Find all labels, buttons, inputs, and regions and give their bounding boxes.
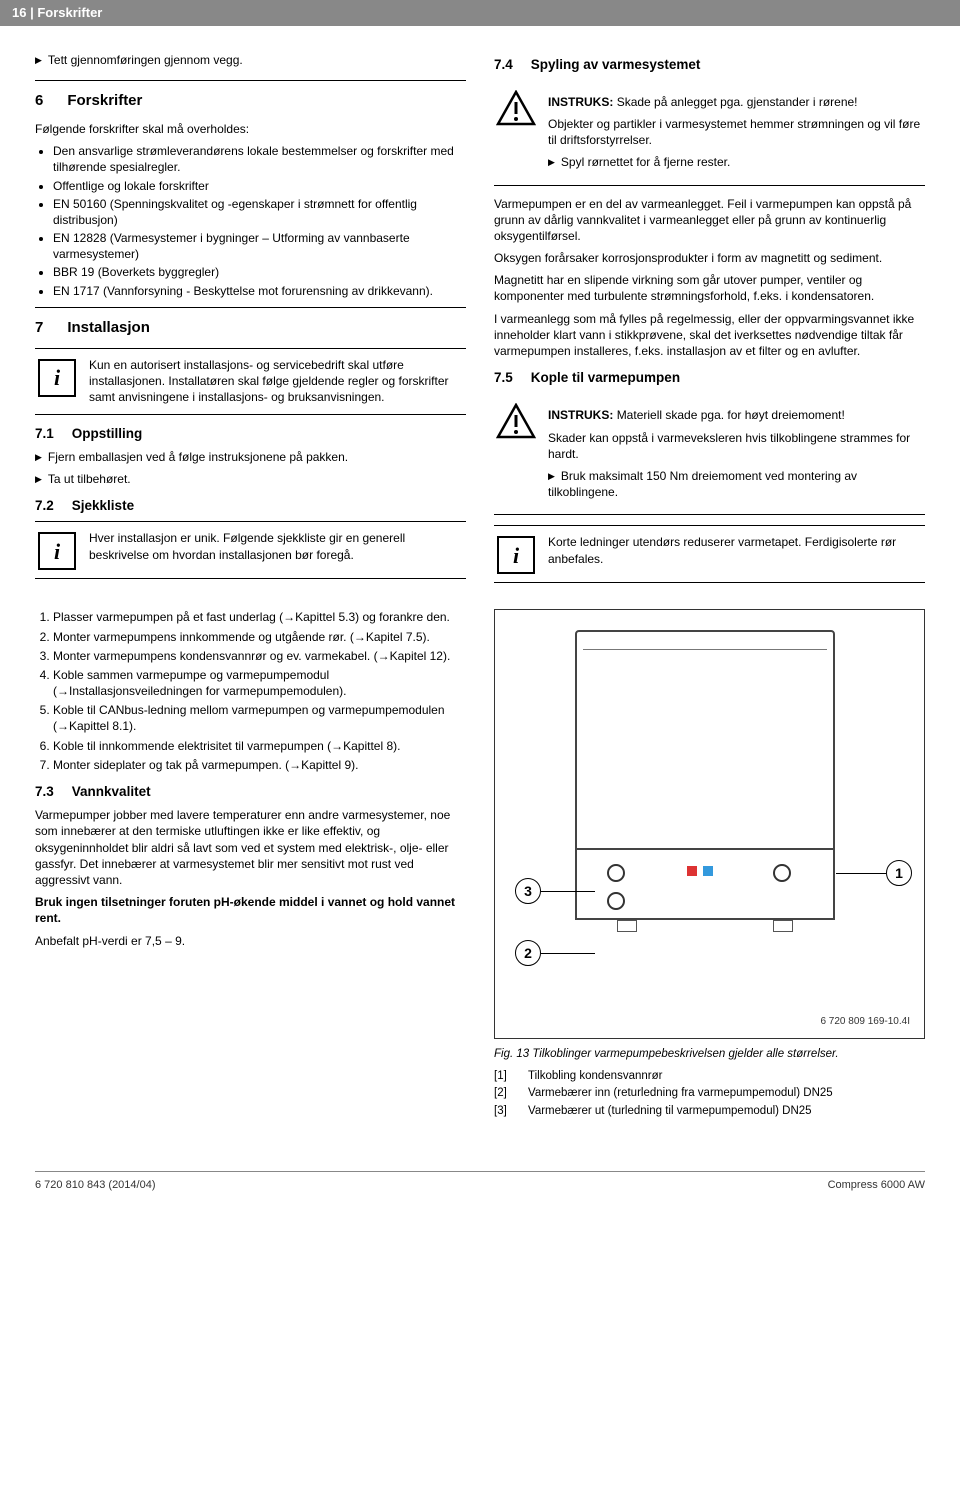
list-item: Monter varmepumpens innkommende og utgåe… bbox=[53, 629, 466, 645]
section-7-2-heading: 7.2 Sjekkliste bbox=[35, 497, 466, 515]
figure-caption: Fig. 13 Tilkoblinger varmepumpebeskrivel… bbox=[494, 1047, 925, 1063]
paragraph: I varmeanlegg som må fylles på regelmess… bbox=[494, 311, 925, 360]
paragraph: Oksygen forårsaker korrosjonsprodukter i… bbox=[494, 250, 925, 266]
warning-action: Bruk maksimalt 150 Nm dreiemoment ved mo… bbox=[548, 468, 925, 500]
section-6-lead: Følgende forskrifter skal må overholdes: bbox=[35, 121, 466, 137]
heatpump-outline bbox=[575, 630, 835, 920]
section-7-4-heading: 7.4 Spyling av varmesystemet bbox=[494, 56, 925, 74]
paragraph: Anbefalt pH-verdi er 7,5 – 9. bbox=[35, 933, 466, 949]
warning-text: Objekter og partikler i varmesystemet he… bbox=[548, 116, 925, 148]
left-column-lower: Plasser varmepumpen på et fast underlag … bbox=[35, 603, 466, 1121]
info-text: Korte ledninger utendørs reduserer varme… bbox=[548, 534, 925, 574]
warning-text: INSTRUKS: Skade på anlegget pga. gjensta… bbox=[548, 94, 925, 110]
section-number: 7.5 bbox=[494, 369, 513, 387]
checklist: Plasser varmepumpen på et fast underlag … bbox=[35, 609, 466, 773]
page-footer: 6 720 810 843 (2014/04) Compress 6000 AW bbox=[35, 1171, 925, 1213]
footer-right: Compress 6000 AW bbox=[828, 1178, 925, 1193]
right-column-lower: 1 2 3 6 720 809 169-10.4I Fig. 13 Tilkob… bbox=[494, 603, 925, 1121]
paragraph: Varmepumpen er en del av varmeanlegget. … bbox=[494, 196, 925, 245]
section-number: 7.3 bbox=[35, 783, 54, 801]
list-item: Koble sammen varmepumpe og varmepumpemod… bbox=[53, 667, 466, 699]
page-number: 16 bbox=[12, 5, 26, 20]
section-title: Kople til varmepumpen bbox=[531, 369, 680, 387]
header-section: Forskrifter bbox=[37, 5, 102, 20]
section-title: Spyling av varmesystemet bbox=[531, 56, 701, 74]
list-item: Monter sideplater og tak på varmepumpen.… bbox=[53, 757, 466, 773]
section-6-list: Den ansvarlige strømleverandørens lokale… bbox=[35, 143, 466, 299]
list-item: Koble til innkommende elektrisitet til v… bbox=[53, 738, 466, 754]
list-item: Monter varmepumpens kondensvannrør og ev… bbox=[53, 648, 466, 664]
section-title: Forskrifter bbox=[67, 91, 142, 111]
warning-icon bbox=[496, 403, 536, 439]
warning-action: Spyl rørnettet for å fjerne rester. bbox=[548, 154, 925, 170]
section-title: Sjekkliste bbox=[72, 497, 134, 515]
info-icon: i bbox=[38, 359, 76, 397]
section-title: Installasjon bbox=[67, 318, 150, 338]
paragraph: Varmepumper jobber med lavere temperatur… bbox=[35, 807, 466, 888]
callout-3: 3 bbox=[515, 878, 541, 904]
action-item: Ta ut tilbehøret. bbox=[35, 471, 466, 487]
divider bbox=[35, 80, 466, 81]
list-item: Den ansvarlige strømleverandørens lokale… bbox=[53, 143, 466, 175]
warning-text: INSTRUKS: Materiell skade pga. for høyt … bbox=[548, 407, 925, 423]
section-7-3-heading: 7.3 Vannkvalitet bbox=[35, 783, 466, 801]
section-number: 7 bbox=[35, 318, 43, 338]
section-7-5-heading: 7.5 Kople til varmepumpen bbox=[494, 369, 925, 387]
warning-text: Skader kan oppstå i varmeveksleren hvis … bbox=[548, 430, 925, 462]
connection-diagram: 1 2 3 6 720 809 169-10.4I bbox=[494, 609, 925, 1039]
page-header: 16 | Forskrifter bbox=[0, 0, 960, 26]
list-item: EN 12828 (Varmesystemer i bygninger – Ut… bbox=[53, 230, 466, 262]
paragraph: Magnetitt har en slipende virkning som g… bbox=[494, 272, 925, 304]
info-box: i Korte ledninger utendørs reduserer var… bbox=[494, 525, 925, 583]
paragraph-bold: Bruk ingen tilsetninger foruten pH-økend… bbox=[35, 894, 466, 926]
section-number: 6 bbox=[35, 91, 43, 111]
section-7-1-heading: 7.1 Oppstilling bbox=[35, 425, 466, 443]
footer-left: 6 720 810 843 (2014/04) bbox=[35, 1178, 156, 1193]
right-column: 7.4 Spyling av varmesystemet INSTRUKS: S… bbox=[494, 46, 925, 594]
warning-icon bbox=[496, 90, 536, 126]
section-number: 7.2 bbox=[35, 497, 54, 515]
figure-legend: [1]Tilkobling kondensvannrør [2]Varmebær… bbox=[494, 1069, 925, 1120]
list-item: Offentlige og lokale forskrifter bbox=[53, 178, 466, 194]
diagram-id: 6 720 809 169-10.4I bbox=[820, 1015, 910, 1029]
list-item: Plasser varmepumpen på et fast underlag … bbox=[53, 609, 466, 625]
section-number: 7.1 bbox=[35, 425, 54, 443]
list-item: EN 1717 (Vannforsyning - Beskyttelse mot… bbox=[53, 283, 466, 299]
info-box: i Hver installasjon er unik. Følgende sj… bbox=[35, 521, 466, 579]
callout-2: 2 bbox=[515, 940, 541, 966]
action-item: Fjern emballasjen ved å følge instruksjo… bbox=[35, 449, 466, 465]
list-item: BBR 19 (Boverkets byggregler) bbox=[53, 264, 466, 280]
section-6-heading: 6 Forskrifter bbox=[35, 91, 466, 111]
left-column: Tett gjennomføringen gjennom vegg. 6 For… bbox=[35, 46, 466, 594]
warning-box: INSTRUKS: Materiell skade pga. for høyt … bbox=[494, 393, 925, 515]
callout-1: 1 bbox=[886, 860, 912, 886]
section-title: Vannkvalitet bbox=[72, 783, 151, 801]
info-text: Hver installasjon er unik. Følgende sjek… bbox=[89, 530, 466, 570]
info-icon: i bbox=[497, 536, 535, 574]
info-icon: i bbox=[38, 532, 76, 570]
intro-bullet: Tett gjennomføringen gjennom vegg. bbox=[35, 52, 466, 68]
section-title: Oppstilling bbox=[72, 425, 143, 443]
info-text: Kun en autorisert installasjons- og serv… bbox=[89, 357, 466, 406]
list-item: Koble til CANbus-ledning mellom varmepum… bbox=[53, 702, 466, 734]
section-7-heading: 7 Installasjon bbox=[35, 318, 466, 338]
section-number: 7.4 bbox=[494, 56, 513, 74]
divider bbox=[35, 307, 466, 308]
list-item: EN 50160 (Spenningskvalitet og -egenskap… bbox=[53, 196, 466, 228]
info-box: i Kun en autorisert installasjons- og se… bbox=[35, 348, 466, 415]
warning-box: INSTRUKS: Skade på anlegget pga. gjensta… bbox=[494, 80, 925, 186]
